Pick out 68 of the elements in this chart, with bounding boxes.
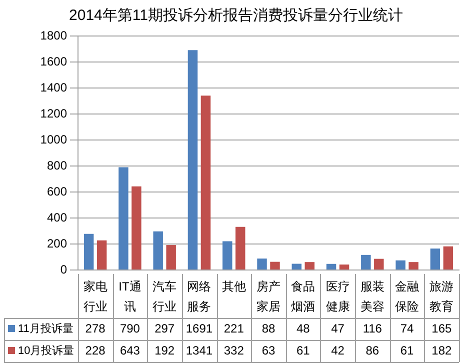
data-label: 643 <box>120 343 140 358</box>
data-label: 63 <box>262 343 276 358</box>
data-label: 88 <box>262 321 276 336</box>
y-tick-label: 1000 <box>40 132 68 146</box>
y-tick-label: 0 <box>60 262 68 276</box>
y-tick-label: 800 <box>46 158 68 172</box>
bar <box>235 226 246 270</box>
data-label: 61 <box>400 343 414 358</box>
x-tick-label: 网络服务 <box>187 279 212 314</box>
x-tick-label: 汽车行业 <box>152 279 177 314</box>
data-label: 1341 <box>186 343 213 358</box>
bar <box>96 240 107 270</box>
y-tick-label: 200 <box>46 236 68 250</box>
data-label: 297 <box>154 321 175 336</box>
bar <box>304 262 314 270</box>
bar <box>430 248 440 270</box>
bar <box>361 254 371 270</box>
x-tick-label: 金融保险 <box>395 279 420 314</box>
x-tick-label: 医疗健康 <box>326 279 350 314</box>
data-label: 48 <box>296 321 310 336</box>
x-tick-label: 食品烟酒 <box>291 279 316 314</box>
bar <box>292 264 302 270</box>
bar <box>408 262 418 270</box>
data-label: 182 <box>432 343 452 358</box>
y-tick-label: 1200 <box>40 106 68 120</box>
chart-title: 2014年第11期投诉分析报告消费投诉量分行业统计 <box>69 7 403 24</box>
bar <box>443 246 454 270</box>
bar <box>257 258 267 270</box>
bar <box>396 260 406 270</box>
x-tick-label: 房产家居 <box>256 279 280 314</box>
bar <box>339 264 350 270</box>
data-label: 790 <box>120 321 140 336</box>
bar <box>84 234 94 270</box>
bar <box>374 258 384 270</box>
y-tick-label: 1400 <box>40 80 68 94</box>
data-label: 192 <box>154 343 175 358</box>
x-tick-label: 家电行业 <box>83 279 108 314</box>
data-label: 221 <box>224 321 244 336</box>
data-label: 278 <box>85 321 106 336</box>
bar <box>166 245 176 270</box>
bar <box>188 50 198 270</box>
legend-label: 11月投诉量 <box>18 322 74 336</box>
y-tick-label: 1600 <box>40 54 68 68</box>
bar <box>222 241 232 270</box>
data-label: 116 <box>362 321 382 336</box>
data-label: 86 <box>366 343 380 358</box>
y-tick-label: 600 <box>46 184 68 198</box>
data-label: 1691 <box>186 321 213 336</box>
bar <box>132 186 142 270</box>
y-tick-label: 1800 <box>40 28 68 42</box>
data-label: 165 <box>432 321 452 336</box>
x-tick-label: 旅游教育 <box>430 279 454 314</box>
x-tick-label: 服装美容 <box>360 279 384 314</box>
bar <box>200 96 211 270</box>
data-label: 61 <box>296 343 310 358</box>
data-label: 47 <box>331 321 345 336</box>
data-label: 332 <box>224 343 244 358</box>
x-tick-label: 其他 <box>222 279 246 294</box>
bar <box>326 264 336 270</box>
data-label: 228 <box>85 343 106 358</box>
bar <box>270 262 280 270</box>
data-label: 42 <box>331 343 345 358</box>
bar <box>153 231 163 270</box>
legend-label: 10月投诉量 <box>18 344 74 358</box>
bar <box>118 167 128 270</box>
y-tick-label: 400 <box>46 210 68 224</box>
data-label: 74 <box>400 321 414 336</box>
x-tick-label: IT通讯 <box>118 279 142 314</box>
